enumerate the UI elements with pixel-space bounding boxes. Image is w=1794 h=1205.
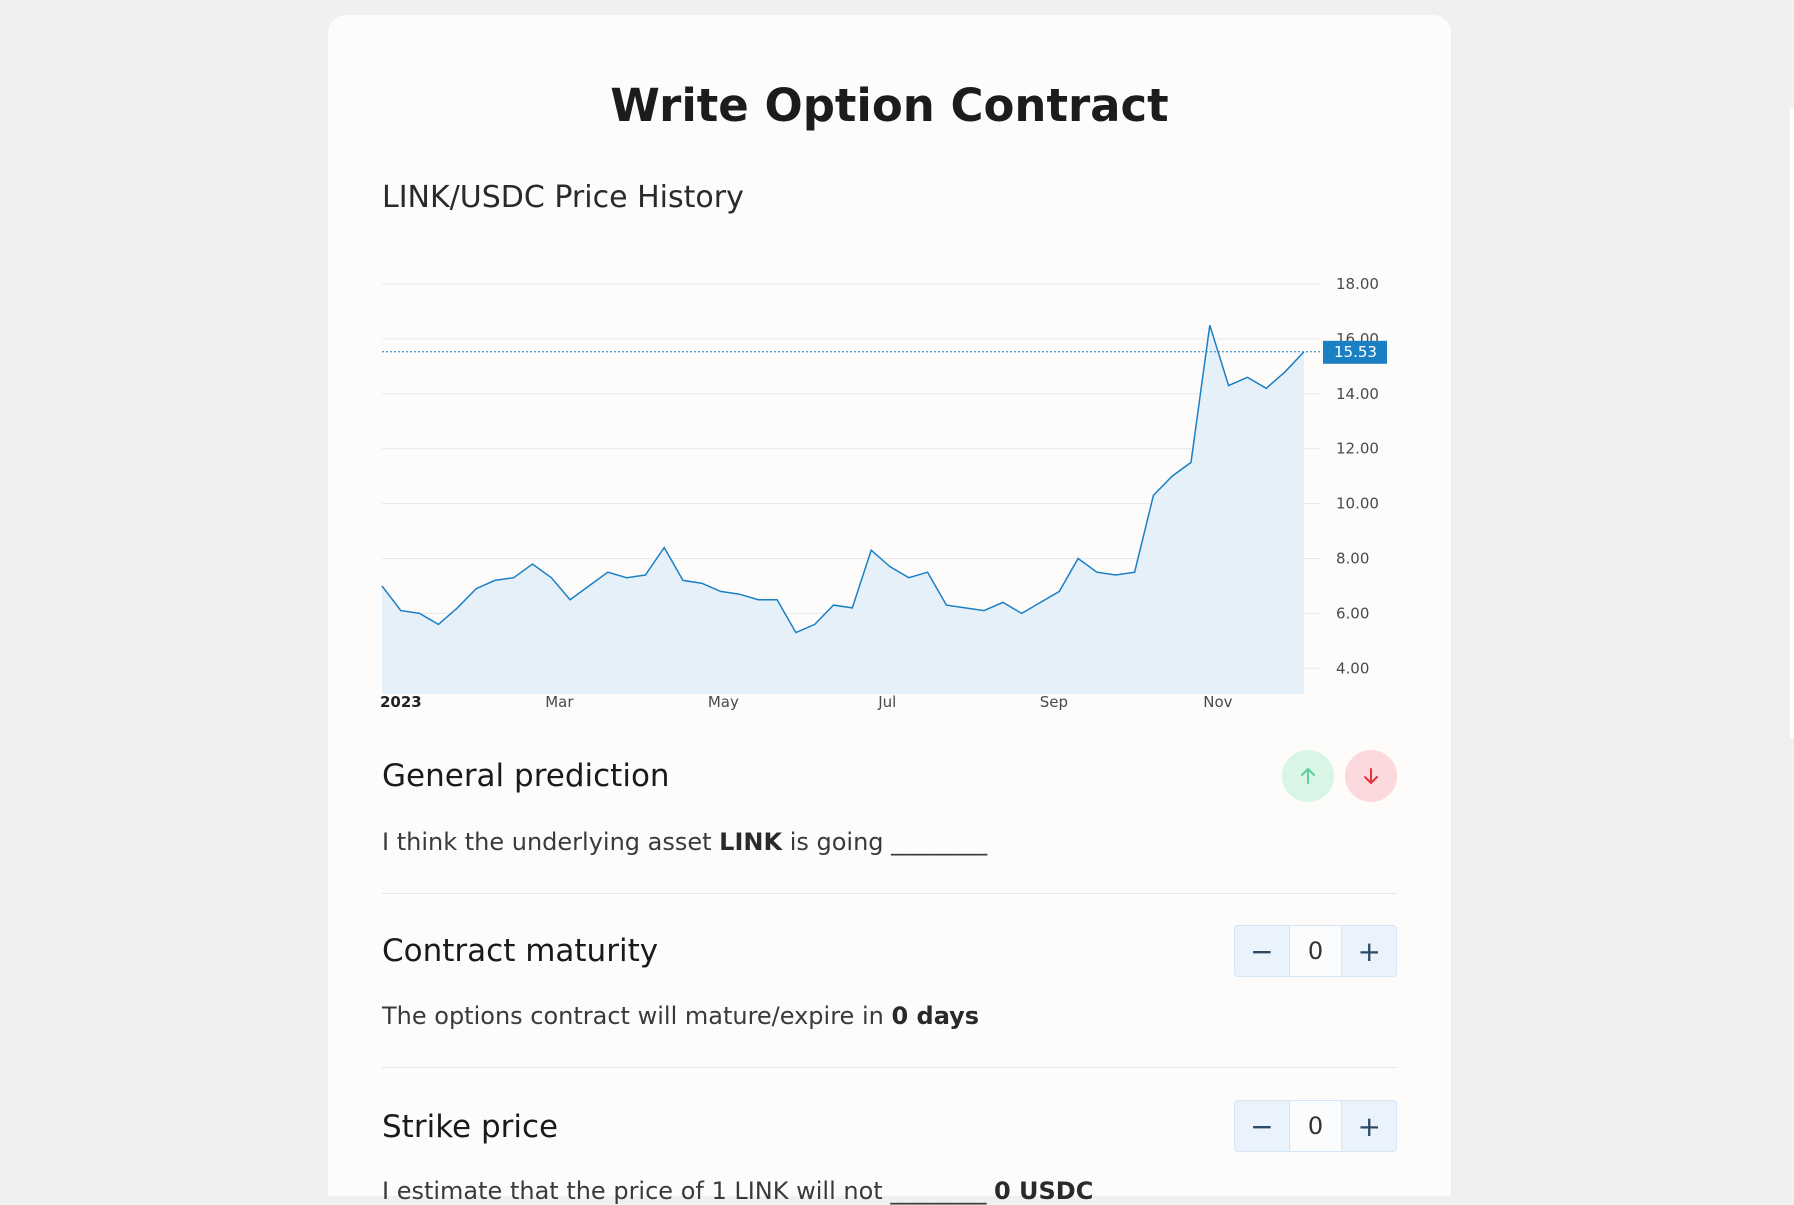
page-title: Write Option Contract <box>610 79 1169 132</box>
price-line <box>381 324 1305 634</box>
prediction-text-before: I think the underlying asset <box>382 828 720 856</box>
strike-section: Strike price − 0 + I estimate that the p… <box>382 1087 1397 1205</box>
y-tick-label: 8.00 <box>1336 549 1369 567</box>
x-tick-label: Nov <box>1203 693 1232 711</box>
current-price-label: 15.53 <box>1334 343 1377 361</box>
current-price-tag-bg <box>1323 340 1387 364</box>
predict-down-button[interactable] <box>1345 750 1397 802</box>
maturity-value-text: 0 days <box>891 1002 980 1030</box>
current-price-tag: 15.53 <box>1323 340 1387 364</box>
x-tick-label: Mar <box>545 693 574 711</box>
prediction-sentence: I think the underlying asset LINK is goi… <box>382 828 987 856</box>
arrow-down-icon <box>1364 768 1378 784</box>
y-tick-label: 18.00 <box>1336 275 1379 293</box>
maturity-section: Contract maturity − 0 + The options cont… <box>382 912 1397 1072</box>
y-tick-label: 10.00 <box>1336 495 1379 513</box>
prediction-title: General prediction <box>382 758 670 794</box>
strike-sentence: I estimate that the price of 1 LINK will… <box>382 1177 1093 1205</box>
prediction-asset: LINK <box>719 828 783 856</box>
y-tick-label: 12.00 <box>1336 440 1379 458</box>
strike-stepper: − 0 + <box>1234 1100 1397 1152</box>
arrow-up-icon <box>1301 768 1315 784</box>
y-tick-label: 14.00 <box>1336 385 1379 403</box>
x-tick-label: Jul <box>877 693 896 711</box>
price-area-fill <box>382 325 1304 694</box>
maturity-title: Contract maturity <box>382 933 659 969</box>
predict-up-button[interactable] <box>1282 750 1334 802</box>
strike-text-before: I estimate that the price of 1 LINK will… <box>382 1177 994 1205</box>
maturity-increment-button[interactable]: + <box>1357 934 1381 968</box>
y-tick-label: 6.00 <box>1336 604 1369 622</box>
maturity-sentence: The options contract will mature/expire … <box>382 1002 979 1030</box>
x-tick-label: May <box>708 693 739 711</box>
strike-increment-button[interactable]: + <box>1357 1109 1381 1143</box>
chart-title: LINK/USDC Price History <box>382 180 744 215</box>
strike-value[interactable]: 0 <box>1288 1101 1343 1151</box>
scrollbar[interactable] <box>1790 108 1794 738</box>
strike-value-text: 0 USDC <box>993 1177 1094 1205</box>
maturity-value[interactable]: 0 <box>1288 926 1343 976</box>
strike-decrement-button[interactable]: − <box>1250 1109 1274 1143</box>
maturity-stepper: − 0 + <box>1234 925 1397 977</box>
write-option-card: Write Option Contract LINK/USDC Price Hi… <box>328 15 1451 1205</box>
prediction-text-after: is going ________ <box>782 828 988 856</box>
section-divider <box>382 893 1397 894</box>
prediction-section: General prediction I think the underlyin… <box>382 750 1397 894</box>
x-axis: 2023 Mar May Jul Sep Nov <box>380 693 1233 711</box>
y-tick-label: 4.00 <box>1336 659 1369 677</box>
strike-title: Strike price <box>382 1109 559 1145</box>
x-tick-label: 2023 <box>380 693 422 711</box>
x-tick-label: Sep <box>1040 693 1068 711</box>
section-divider <box>382 1067 1397 1068</box>
maturity-text-before: The options contract will mature/expire … <box>382 1002 892 1030</box>
maturity-decrement-button[interactable]: − <box>1250 934 1274 968</box>
